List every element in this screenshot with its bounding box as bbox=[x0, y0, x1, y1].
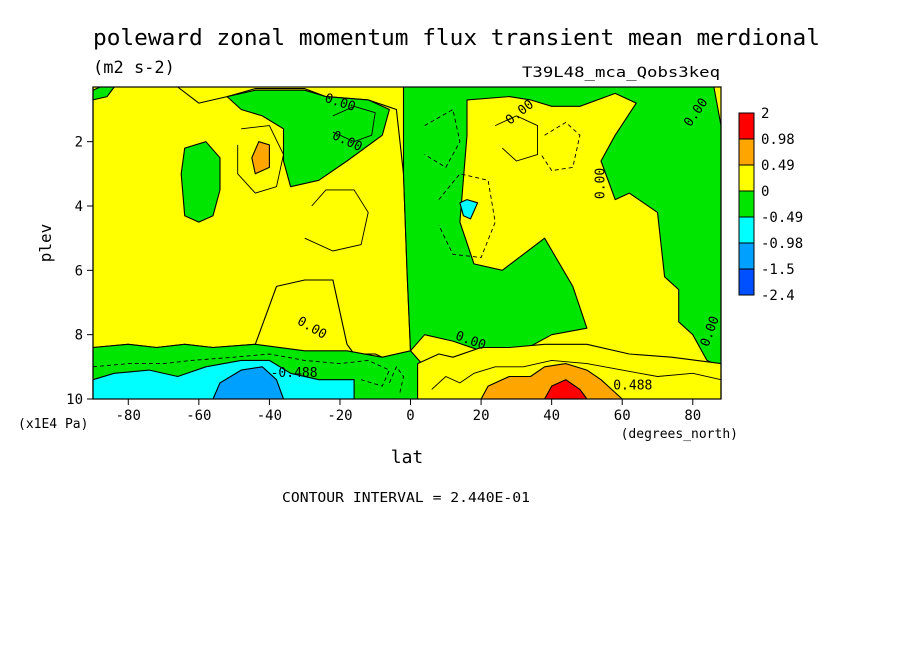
x-tick-label: 80 bbox=[684, 408, 701, 424]
contour-region bbox=[459, 199, 479, 220]
x-tick-label: 40 bbox=[543, 408, 560, 424]
plot-area: 0.000.000.00 0.000.000.00 0.00 0.00-0.4880.… bbox=[92, 86, 723, 400]
y-axis: 2 4 6 8 10 bbox=[66, 135, 93, 408]
contour-region bbox=[251, 141, 270, 175]
dataset-label: T39L48_mca_Qobs3keq bbox=[522, 65, 720, 81]
x-tick-label: -40 bbox=[257, 408, 282, 424]
colorbar-label: -1.5 bbox=[761, 262, 795, 278]
y-tick-label: 10 bbox=[66, 392, 83, 408]
contour-line bbox=[388, 365, 404, 393]
colorbar-swatch bbox=[738, 190, 755, 218]
colorbar-label: 0.49 bbox=[761, 158, 795, 174]
y-tick-label: 6 bbox=[75, 263, 83, 279]
contour-region bbox=[180, 141, 221, 223]
x-tick-label: 20 bbox=[473, 408, 490, 424]
x-units-label: (degrees_north) bbox=[621, 427, 738, 442]
x-tick-label: 0 bbox=[406, 408, 414, 424]
y-tick-label: 2 bbox=[75, 135, 83, 151]
contour-region bbox=[480, 363, 623, 400]
x-axis-label: lat bbox=[391, 447, 424, 468]
contour-line bbox=[431, 359, 722, 390]
contour-label: 0.00 bbox=[593, 168, 608, 199]
plot-frame bbox=[92, 86, 722, 400]
contour-label: -0.488 bbox=[271, 366, 318, 381]
colorbar-swatch bbox=[738, 216, 755, 244]
x-tick-label: 60 bbox=[614, 408, 631, 424]
filled-contours bbox=[92, 86, 722, 400]
colorbar-swatch bbox=[738, 138, 755, 166]
colorbar-label: -2.4 bbox=[761, 288, 795, 304]
y-axis-label: plev bbox=[36, 224, 55, 263]
y-tick-label: 8 bbox=[75, 328, 83, 344]
contour-line bbox=[424, 108, 461, 169]
contour-label: 0.488 bbox=[613, 379, 652, 394]
contour-lines bbox=[92, 105, 722, 393]
colorbar: 2 0.98 0.49 0 -0.49 -0.98 -1.5 -2.4 bbox=[738, 106, 803, 304]
colorbar-label: 0 bbox=[761, 184, 769, 200]
chart-title: poleward zonal momentum flux transient m… bbox=[93, 26, 820, 51]
colorbar-swatch bbox=[738, 112, 755, 140]
contour-region bbox=[226, 89, 390, 188]
y-units-label: (x1E4 Pa) bbox=[18, 417, 88, 432]
colorbar-label: -0.49 bbox=[761, 210, 803, 226]
contour-line bbox=[332, 105, 376, 143]
x-axis: -80 -60 -40 -20 0 20 40 60 80 bbox=[116, 399, 701, 424]
colorbar-swatch bbox=[738, 242, 755, 270]
y-tick-label: 4 bbox=[75, 199, 83, 215]
colorbar-label: -0.98 bbox=[761, 236, 803, 252]
colorbar-label: 0.98 bbox=[761, 132, 795, 148]
colorbar-swatch bbox=[738, 268, 755, 296]
contour-line bbox=[304, 189, 369, 252]
chart-units: (m2 s-2) bbox=[93, 58, 175, 78]
colorbar-label: 2 bbox=[761, 106, 769, 122]
contour-line bbox=[237, 125, 284, 194]
contour-line bbox=[495, 115, 538, 162]
colorbar-swatch bbox=[738, 164, 755, 192]
contour-line bbox=[438, 173, 496, 258]
contour-line bbox=[92, 353, 390, 387]
contour-line bbox=[540, 121, 581, 172]
contour-interval: CONTOUR INTERVAL = 2.440E-01 bbox=[282, 491, 530, 506]
x-tick-label: -60 bbox=[186, 408, 211, 424]
x-tick-label: -20 bbox=[327, 408, 352, 424]
x-tick-label: -80 bbox=[116, 408, 141, 424]
